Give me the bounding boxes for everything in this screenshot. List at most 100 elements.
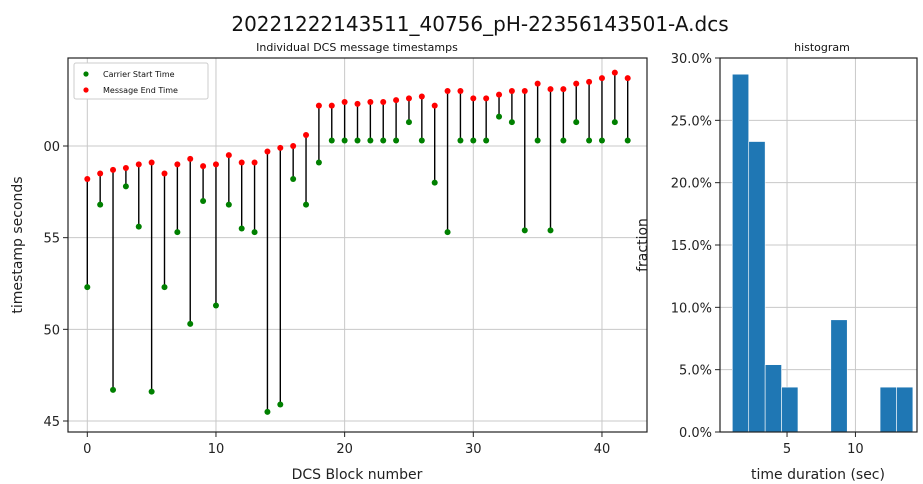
carrier-start-point	[496, 113, 503, 120]
scatter-stems	[86, 72, 629, 412]
carrier-start-point	[277, 401, 284, 408]
message-end-point	[367, 99, 374, 105]
message-end-point	[315, 102, 322, 109]
histogram-xlabel: time duration (sec)	[751, 467, 885, 483]
carrier-start-point	[187, 320, 194, 327]
histogram-bar	[764, 364, 782, 433]
scatter-points	[84, 69, 631, 415]
carrier-start-point	[624, 137, 631, 144]
legend-label-carrier-start: Carrier Start Time	[103, 70, 175, 79]
carrier-start-point	[367, 137, 374, 144]
scatter-ytick-label: 00	[43, 140, 60, 155]
histogram-ytick-label: 0.0%	[679, 426, 712, 441]
message-end-point	[200, 163, 207, 170]
carrier-start-point	[534, 137, 541, 144]
carrier-start-point	[598, 137, 605, 144]
carrier-start-point	[573, 119, 580, 126]
message-end-point	[277, 144, 284, 151]
message-end-point	[380, 99, 387, 105]
scatter-xtick-label: 40	[594, 442, 611, 457]
scatter-xtick-label: 0	[83, 442, 91, 457]
scatter-ylabel: timestamp seconds	[10, 176, 26, 313]
scatter-ytick-label: 50	[43, 323, 60, 338]
message-end-point	[328, 102, 335, 109]
message-end-point	[251, 159, 258, 166]
carrier-start-point	[135, 223, 142, 230]
carrier-start-point	[264, 408, 271, 415]
message-end-point	[560, 86, 567, 93]
message-end-point	[431, 102, 438, 109]
scatter-frame	[67, 57, 648, 433]
message-end-point	[148, 159, 155, 166]
carrier-start-point	[354, 137, 361, 144]
histogram-ticks: 5 10 0.0% 5.0% 10.0% 15.0% 20.0% 25.0% 30.0%	[671, 52, 864, 457]
message-end-point	[122, 165, 129, 171]
carrier-start-point	[521, 227, 528, 234]
histogram-bar	[748, 141, 766, 433]
histogram-ytick-label: 5.0%	[679, 364, 712, 379]
histogram-ytick-label: 30.0%	[671, 52, 712, 67]
carrier-start-point	[380, 137, 387, 144]
message-end-point	[97, 170, 104, 177]
message-end-point	[290, 143, 297, 149]
carrier-start-point	[457, 137, 464, 144]
message-end-point	[611, 69, 618, 76]
message-end-point	[624, 75, 631, 82]
carrier-start-point	[328, 137, 335, 144]
histogram-bar	[830, 319, 848, 433]
carrier-start-point	[225, 201, 232, 208]
message-end-point	[496, 91, 503, 98]
message-end-point	[508, 88, 515, 94]
carrier-start-point	[444, 229, 451, 236]
message-end-point	[405, 95, 412, 102]
scatter-legend: Carrier Start Time Message End Time	[73, 62, 209, 100]
message-end-point	[303, 132, 310, 138]
carrier-start-point	[251, 229, 258, 236]
message-end-point	[444, 88, 451, 94]
message-end-point	[264, 148, 271, 155]
message-end-point	[110, 166, 117, 173]
message-end-point	[212, 161, 219, 168]
scatter-xlabel: DCS Block number	[292, 467, 423, 483]
scatter-ytick-label: 55	[43, 232, 60, 247]
message-end-point	[457, 88, 464, 94]
message-end-point	[84, 176, 91, 182]
message-end-point	[161, 170, 168, 177]
carrier-start-point	[122, 183, 129, 190]
carrier-start-point	[148, 388, 155, 395]
histogram-bar	[781, 386, 799, 433]
carrier-start-point	[470, 137, 477, 144]
carrier-start-point	[161, 284, 168, 291]
carrier-start-point	[431, 179, 438, 186]
carrier-start-point	[483, 137, 490, 144]
legend-marker-carrier-start	[83, 71, 89, 77]
message-end-point	[225, 152, 232, 159]
message-end-point	[598, 75, 605, 82]
histogram-bar	[896, 386, 914, 433]
message-end-point	[573, 80, 580, 87]
figure-title: 20221222143511_40756_pH-22356143501-A.dc…	[231, 12, 728, 36]
carrier-start-point	[547, 227, 554, 234]
message-end-point	[470, 95, 477, 102]
histogram-bar	[879, 386, 897, 433]
message-end-point	[393, 97, 400, 104]
message-end-point	[586, 78, 593, 85]
carrier-start-point	[508, 119, 515, 126]
carrier-start-point	[174, 229, 181, 236]
carrier-start-point	[393, 137, 400, 144]
carrier-start-point	[212, 302, 219, 309]
carrier-start-point	[315, 159, 322, 166]
message-end-point	[341, 99, 348, 105]
carrier-start-point	[341, 137, 348, 144]
scatter-title: Individual DCS message timestamps	[256, 41, 458, 54]
scatter-xtick-label: 30	[465, 442, 482, 457]
histogram-ytick-label: 25.0%	[671, 114, 712, 129]
carrier-start-point	[586, 137, 593, 144]
message-end-point	[547, 86, 554, 93]
message-end-point	[187, 155, 194, 162]
message-end-point	[483, 95, 490, 102]
carrier-start-point	[238, 225, 245, 232]
histogram-ytick-label: 15.0%	[671, 239, 712, 254]
message-end-point	[238, 159, 245, 166]
